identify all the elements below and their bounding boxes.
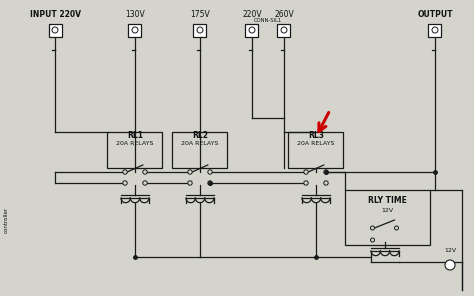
Circle shape bbox=[445, 260, 455, 270]
Bar bbox=[428, 23, 441, 36]
Circle shape bbox=[132, 27, 138, 33]
Text: controller: controller bbox=[3, 207, 9, 233]
Circle shape bbox=[188, 181, 192, 185]
Circle shape bbox=[123, 170, 127, 174]
Circle shape bbox=[197, 27, 203, 33]
Text: 130V: 130V bbox=[125, 10, 145, 19]
Bar bbox=[108, 132, 163, 168]
Text: RLY TIME: RLY TIME bbox=[368, 195, 407, 205]
Bar bbox=[345, 190, 430, 245]
Circle shape bbox=[208, 181, 212, 185]
Circle shape bbox=[324, 181, 328, 185]
Text: 20A RELAYS: 20A RELAYS bbox=[297, 141, 335, 146]
Bar bbox=[246, 23, 258, 36]
Circle shape bbox=[371, 226, 374, 230]
Text: 20A RELAYS: 20A RELAYS bbox=[182, 141, 219, 146]
Circle shape bbox=[188, 170, 192, 174]
Circle shape bbox=[324, 170, 328, 174]
Circle shape bbox=[394, 226, 399, 230]
Circle shape bbox=[143, 170, 147, 174]
Bar bbox=[173, 132, 228, 168]
Circle shape bbox=[281, 27, 287, 33]
Text: 260V: 260V bbox=[274, 10, 294, 19]
Text: RL3: RL3 bbox=[308, 131, 324, 139]
Text: RL2: RL2 bbox=[192, 131, 208, 139]
Bar bbox=[193, 23, 207, 36]
Text: 12V: 12V bbox=[444, 247, 456, 252]
Circle shape bbox=[208, 170, 212, 174]
Circle shape bbox=[143, 181, 147, 185]
Text: RL1: RL1 bbox=[127, 131, 143, 139]
Text: CONN-SIL1: CONN-SIL1 bbox=[254, 18, 282, 23]
Circle shape bbox=[52, 27, 58, 33]
Bar bbox=[289, 132, 344, 168]
Text: 175V: 175V bbox=[190, 10, 210, 19]
Circle shape bbox=[432, 27, 438, 33]
Circle shape bbox=[304, 170, 308, 174]
Circle shape bbox=[123, 181, 127, 185]
Text: 20A RELAYS: 20A RELAYS bbox=[116, 141, 154, 146]
Bar bbox=[128, 23, 142, 36]
Text: OUTPUT: OUTPUT bbox=[417, 10, 453, 19]
Bar bbox=[277, 23, 291, 36]
Text: 12V: 12V bbox=[382, 207, 393, 213]
Bar bbox=[48, 23, 62, 36]
Circle shape bbox=[249, 27, 255, 33]
Circle shape bbox=[371, 238, 374, 242]
Text: INPUT 220V: INPUT 220V bbox=[29, 10, 81, 19]
Text: 220V: 220V bbox=[242, 10, 262, 19]
Circle shape bbox=[304, 181, 308, 185]
